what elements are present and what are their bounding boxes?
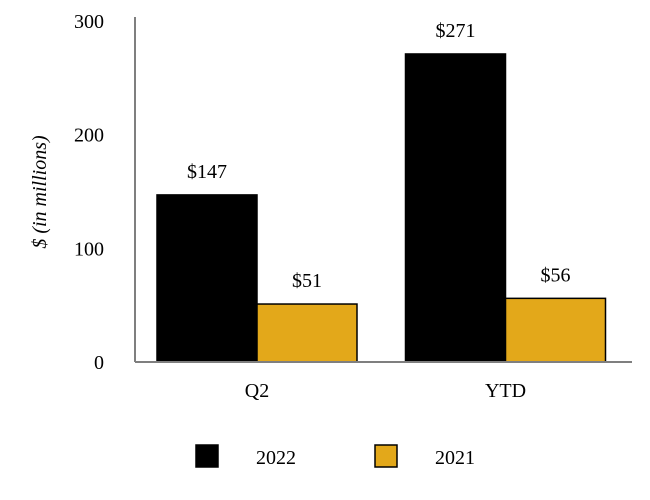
data-label-2021-Q2: $51 [292, 270, 322, 292]
data-label-2022-YTD: $271 [436, 20, 476, 42]
legend-label-2022: 2022 [256, 447, 296, 469]
bar-2022-YTD [404, 53, 507, 363]
x-tick-label-YTD: YTD [485, 380, 526, 402]
legend-swatch-2022 [195, 444, 219, 468]
y-tick-label-200: 200 [74, 125, 104, 147]
data-label-2021-YTD: $56 [541, 264, 571, 286]
bar-2022-Q2 [156, 194, 258, 363]
y-axis-label: $ (in millions) [29, 135, 51, 249]
y-tick-label-100: 100 [74, 238, 104, 260]
y-tick-label-0: 0 [94, 352, 104, 374]
legend: 2022 2021 [195, 444, 475, 469]
legend-label-2021: 2021 [435, 447, 475, 469]
axes-group [134, 17, 632, 363]
data-label-2022-Q2: $147 [187, 161, 227, 183]
bar-2021-YTD [504, 297, 607, 363]
y-tick-label-300: 300 [74, 11, 104, 33]
bars-group: $147 $51 $271 $56 [156, 20, 607, 363]
bar-2021-Q2 [256, 303, 358, 363]
x-tick-label-Q2: Q2 [245, 380, 269, 402]
legend-swatch-2021 [374, 444, 398, 468]
ticks-group: Q2 YTD 0 100 200 300 [74, 11, 526, 402]
